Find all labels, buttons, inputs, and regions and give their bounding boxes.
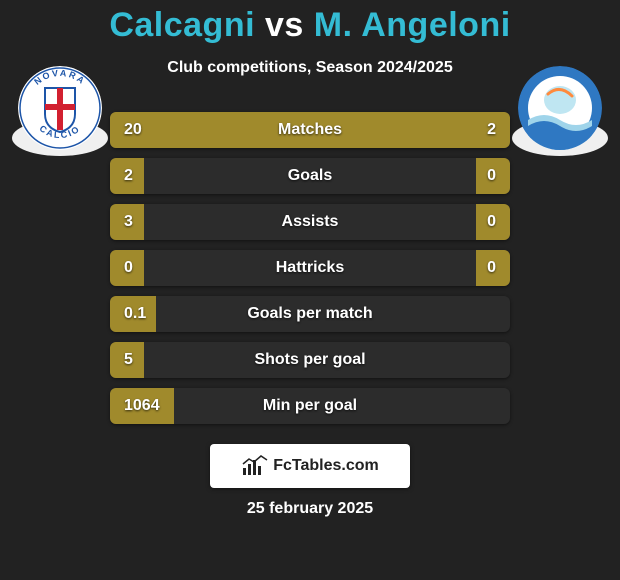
bar-label: Shots per goal xyxy=(110,342,510,378)
team-crest-right xyxy=(518,66,602,150)
novara-crest-icon: NOVARA CALCIO xyxy=(18,66,102,150)
chart-icon xyxy=(241,454,269,478)
bar-fill-right xyxy=(476,204,510,240)
stat-row: Min per goal1064 xyxy=(110,388,510,424)
bar-fill-right xyxy=(476,250,510,286)
page: Calcagni vs M. Angeloni Club competition… xyxy=(0,0,620,580)
bar-label: Hattricks xyxy=(110,250,510,286)
player2-name: M. Angeloni xyxy=(314,6,511,44)
date-text: 25 february 2025 xyxy=(0,500,620,518)
bar-fill-left xyxy=(110,296,156,332)
bar-label: Assists xyxy=(110,204,510,240)
stat-row: Goals per match0.1 xyxy=(110,296,510,332)
bar-fill-left xyxy=(110,204,144,240)
page-title: Calcagni vs M. Angeloni xyxy=(0,0,620,45)
right-crest-icon xyxy=(518,66,602,150)
bar-label: Goals per match xyxy=(110,296,510,332)
watermark-badge: FcTables.com xyxy=(210,444,410,488)
bar-fill-left xyxy=(110,112,410,148)
stat-row: Assists30 xyxy=(110,204,510,240)
team-crest-left: NOVARA CALCIO xyxy=(18,66,102,150)
stat-row: Matches202 xyxy=(110,112,510,148)
bar-fill-right xyxy=(410,112,510,148)
watermark-text: FcTables.com xyxy=(273,457,379,475)
bar-fill-left xyxy=(110,250,144,286)
stat-row: Hattricks00 xyxy=(110,250,510,286)
stat-row: Shots per goal5 xyxy=(110,342,510,378)
bars-container: Matches202 Goals20 Assists30 Hattricks00 Goa… xyxy=(110,112,510,434)
subtitle: Club competitions, Season 2024/2025 xyxy=(0,59,620,77)
vs-text: vs xyxy=(265,6,304,44)
bar-fill-left xyxy=(110,342,144,378)
bar-label: Goals xyxy=(110,158,510,194)
bar-fill-left xyxy=(110,158,144,194)
bar-fill-left xyxy=(110,388,174,424)
bar-fill-right xyxy=(476,158,510,194)
player1-name: Calcagni xyxy=(109,6,255,44)
stat-row: Goals20 xyxy=(110,158,510,194)
